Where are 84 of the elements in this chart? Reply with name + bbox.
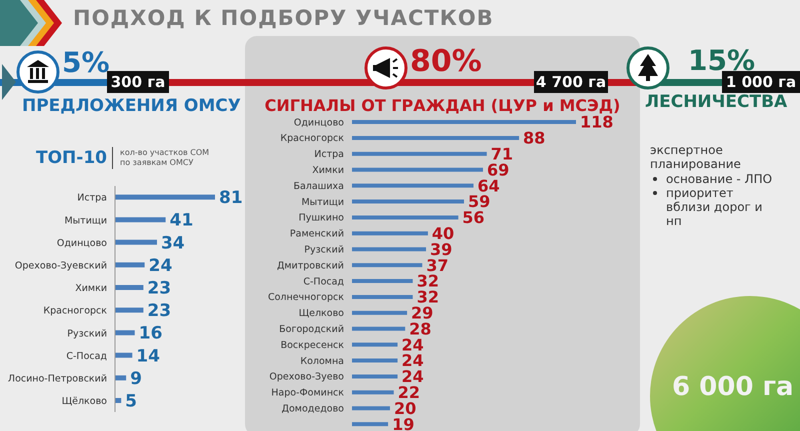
text: 5%: [62, 46, 110, 79]
bar: [352, 120, 576, 124]
bar: [352, 136, 520, 140]
bar: [352, 294, 413, 299]
text: основание - ЛПО: [666, 172, 774, 186]
y-tick-label: Мытищи: [64, 215, 107, 226]
y-tick-label: Щёлково: [62, 396, 108, 408]
bar: [352, 247, 426, 252]
bar: [115, 240, 157, 245]
text: 4 700 га: [534, 71, 608, 93]
bar: [352, 390, 394, 394]
y-tick-label: Щелково: [298, 308, 344, 320]
bar: [352, 358, 398, 363]
y-tick-label: Красногорск: [280, 133, 344, 144]
bar: [352, 152, 487, 156]
y-tick-label: Раменский: [290, 228, 344, 240]
bar: [115, 194, 215, 200]
y-tick-label: Дмитровский: [276, 260, 344, 272]
bar: [115, 330, 135, 336]
y-tick-label: Одинцово: [56, 238, 108, 249]
data-label: 9: [130, 368, 142, 389]
y-tick-label: Коломна: [300, 356, 344, 367]
bar: [352, 310, 408, 315]
bar: [352, 263, 422, 268]
text: 1 000 га: [722, 71, 800, 93]
bar: [352, 326, 406, 331]
bar: [352, 279, 413, 284]
text: кол-во участков СОМ по заявкам ОМСУ: [120, 148, 210, 168]
bar: [115, 217, 166, 222]
data-label: 81: [219, 188, 243, 208]
y-tick-label: Рузский: [67, 328, 107, 340]
data-label: 14: [136, 346, 160, 366]
y-tick-label: Наро-Фоминск: [271, 388, 344, 399]
y-tick-label: Солнечногорск: [268, 292, 344, 304]
text: ЛЕСНИЧЕСТВА: [645, 92, 788, 112]
chart-subtitle: ТОП-10: [36, 148, 107, 168]
data-label: 23: [147, 278, 172, 299]
data-label: 5: [125, 392, 138, 412]
bar: [352, 231, 428, 236]
data-label: 34: [160, 233, 185, 254]
y-tick-label: Лосино-Петровский: [8, 373, 107, 384]
bar: [352, 422, 388, 426]
data-label: 118: [580, 112, 614, 132]
bar: [115, 352, 132, 358]
bar: [352, 342, 398, 347]
y-tick-label: Рузский: [304, 244, 344, 256]
text: 6 000 га: [672, 372, 794, 402]
bar: [352, 168, 483, 172]
y-tick-label: Домодедово: [282, 404, 344, 415]
text: ПОДХОД К ПОДБОРУ УЧАСТКОВ: [73, 6, 494, 30]
y-tick-label: Мытищи: [301, 196, 344, 208]
data-label: 24: [148, 256, 172, 276]
chart-title: СИГНАЛЫ ОТ ГРАЖДАН (ЦУР и МСЭД): [264, 96, 622, 115]
y-tick-label: Истра: [314, 149, 344, 160]
text: 80%: [410, 44, 482, 79]
bar: [352, 200, 464, 204]
chart-title: ПРЕДЛОЖЕНИЯ ОМСУ: [22, 96, 241, 116]
bar: [352, 374, 398, 378]
y-tick-label: Химки: [75, 283, 107, 294]
y-tick-label: С-Посад: [303, 276, 344, 288]
bar: [352, 215, 458, 220]
data-label: 88: [523, 128, 546, 148]
bar: [115, 262, 145, 268]
bar: [115, 375, 126, 380]
y-tick-label: Орехово-Зуево: [269, 372, 344, 383]
text: приоритет вблизи дорог и нп: [666, 186, 764, 228]
y-tick-label: Воскресенск: [280, 340, 344, 351]
bar: [115, 284, 144, 290]
bar: [352, 406, 390, 410]
data-label: 16: [138, 324, 162, 344]
y-tick-label: Истра: [77, 192, 107, 204]
y-tick-label: С-Посад: [66, 350, 108, 362]
bar: [115, 308, 144, 313]
y-tick-label: Одинцово: [294, 117, 344, 128]
y-tick-label: Химки: [312, 165, 344, 176]
text: 300 га: [110, 73, 166, 91]
y-tick-label: Богородский: [279, 324, 344, 336]
data-label: 23: [147, 301, 172, 322]
bar: [352, 184, 474, 188]
y-tick-label: Красногорск: [43, 306, 108, 317]
y-tick-label: Пушкино: [298, 212, 344, 224]
y-tick-label: Орехово-Зуевский: [14, 260, 107, 272]
y-tick-label: Балашиха: [293, 180, 344, 192]
data-label: 41: [170, 210, 194, 231]
